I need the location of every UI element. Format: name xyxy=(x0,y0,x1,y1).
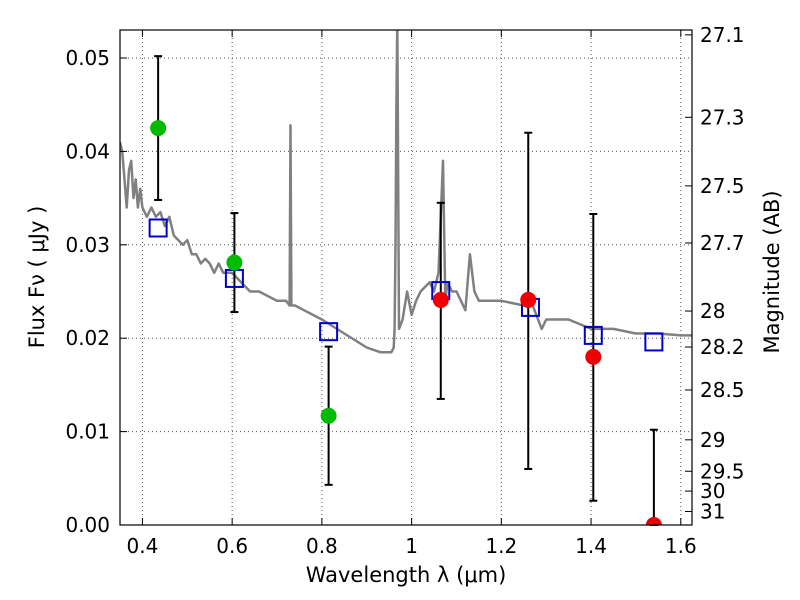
model-square-marker xyxy=(148,218,168,238)
mag-tick-label: 31 xyxy=(700,500,725,524)
plot-content xyxy=(120,30,692,526)
mag-tick-label: 28 xyxy=(700,299,725,323)
red-data-point xyxy=(645,517,662,525)
x-tick-label: 1.4 xyxy=(575,534,607,558)
axis-ticks: 0.4 0.6 0.8 1 1.2 1.4 1.6 0.00 0.01 0.02 0.03 0.04 0… xyxy=(65,23,744,558)
x-tick-label: 1.6 xyxy=(665,534,697,558)
plot-area xyxy=(120,30,692,525)
model-square-marker xyxy=(644,332,664,352)
mag-tick-label: 29.5 xyxy=(700,459,745,483)
mag-tick-label: 27.1 xyxy=(700,23,745,47)
y-tick-label: 0.01 xyxy=(65,420,110,444)
x-tick-label: 1 xyxy=(405,534,418,558)
x-axis-label: Wavelength λ (μm) xyxy=(306,563,507,587)
y-tick-label: 0.00 xyxy=(65,513,110,537)
y-tick-label: 0.03 xyxy=(65,233,110,257)
mag-tick-label: 30 xyxy=(700,479,725,503)
y-tick-label: 0.02 xyxy=(65,326,110,350)
x-tick-label: 0.8 xyxy=(306,534,338,558)
mag-tick-label: 27.3 xyxy=(700,105,745,129)
right-axis-label: Magnitude (AB) xyxy=(760,190,784,353)
green-data-point xyxy=(150,120,167,137)
model-square-marker xyxy=(583,325,603,345)
mag-tick-label: 28.2 xyxy=(700,335,745,359)
mag-tick-label: 27.5 xyxy=(700,174,745,198)
red-data-point xyxy=(585,348,602,365)
x-tick-label: 0.4 xyxy=(127,534,159,558)
red-data-point xyxy=(432,291,449,308)
red-data-point xyxy=(520,291,537,308)
mag-tick-label: 28.5 xyxy=(700,378,745,402)
x-tick-label: 1.2 xyxy=(485,534,517,558)
green-data-point xyxy=(226,254,243,271)
y-axis-label: Flux Fν ( μJy ) xyxy=(25,206,49,349)
green-data-point xyxy=(320,407,337,424)
mag-tick-label: 27.7 xyxy=(700,231,745,255)
plot-frame xyxy=(119,29,693,526)
y-tick-label: 0.05 xyxy=(65,46,110,70)
spectrum-line xyxy=(120,30,692,354)
model-square-marker xyxy=(319,322,339,342)
x-tick-label: 0.6 xyxy=(216,534,248,558)
y-tick-label: 0.04 xyxy=(65,139,110,163)
mag-tick-label: 29 xyxy=(700,428,725,452)
